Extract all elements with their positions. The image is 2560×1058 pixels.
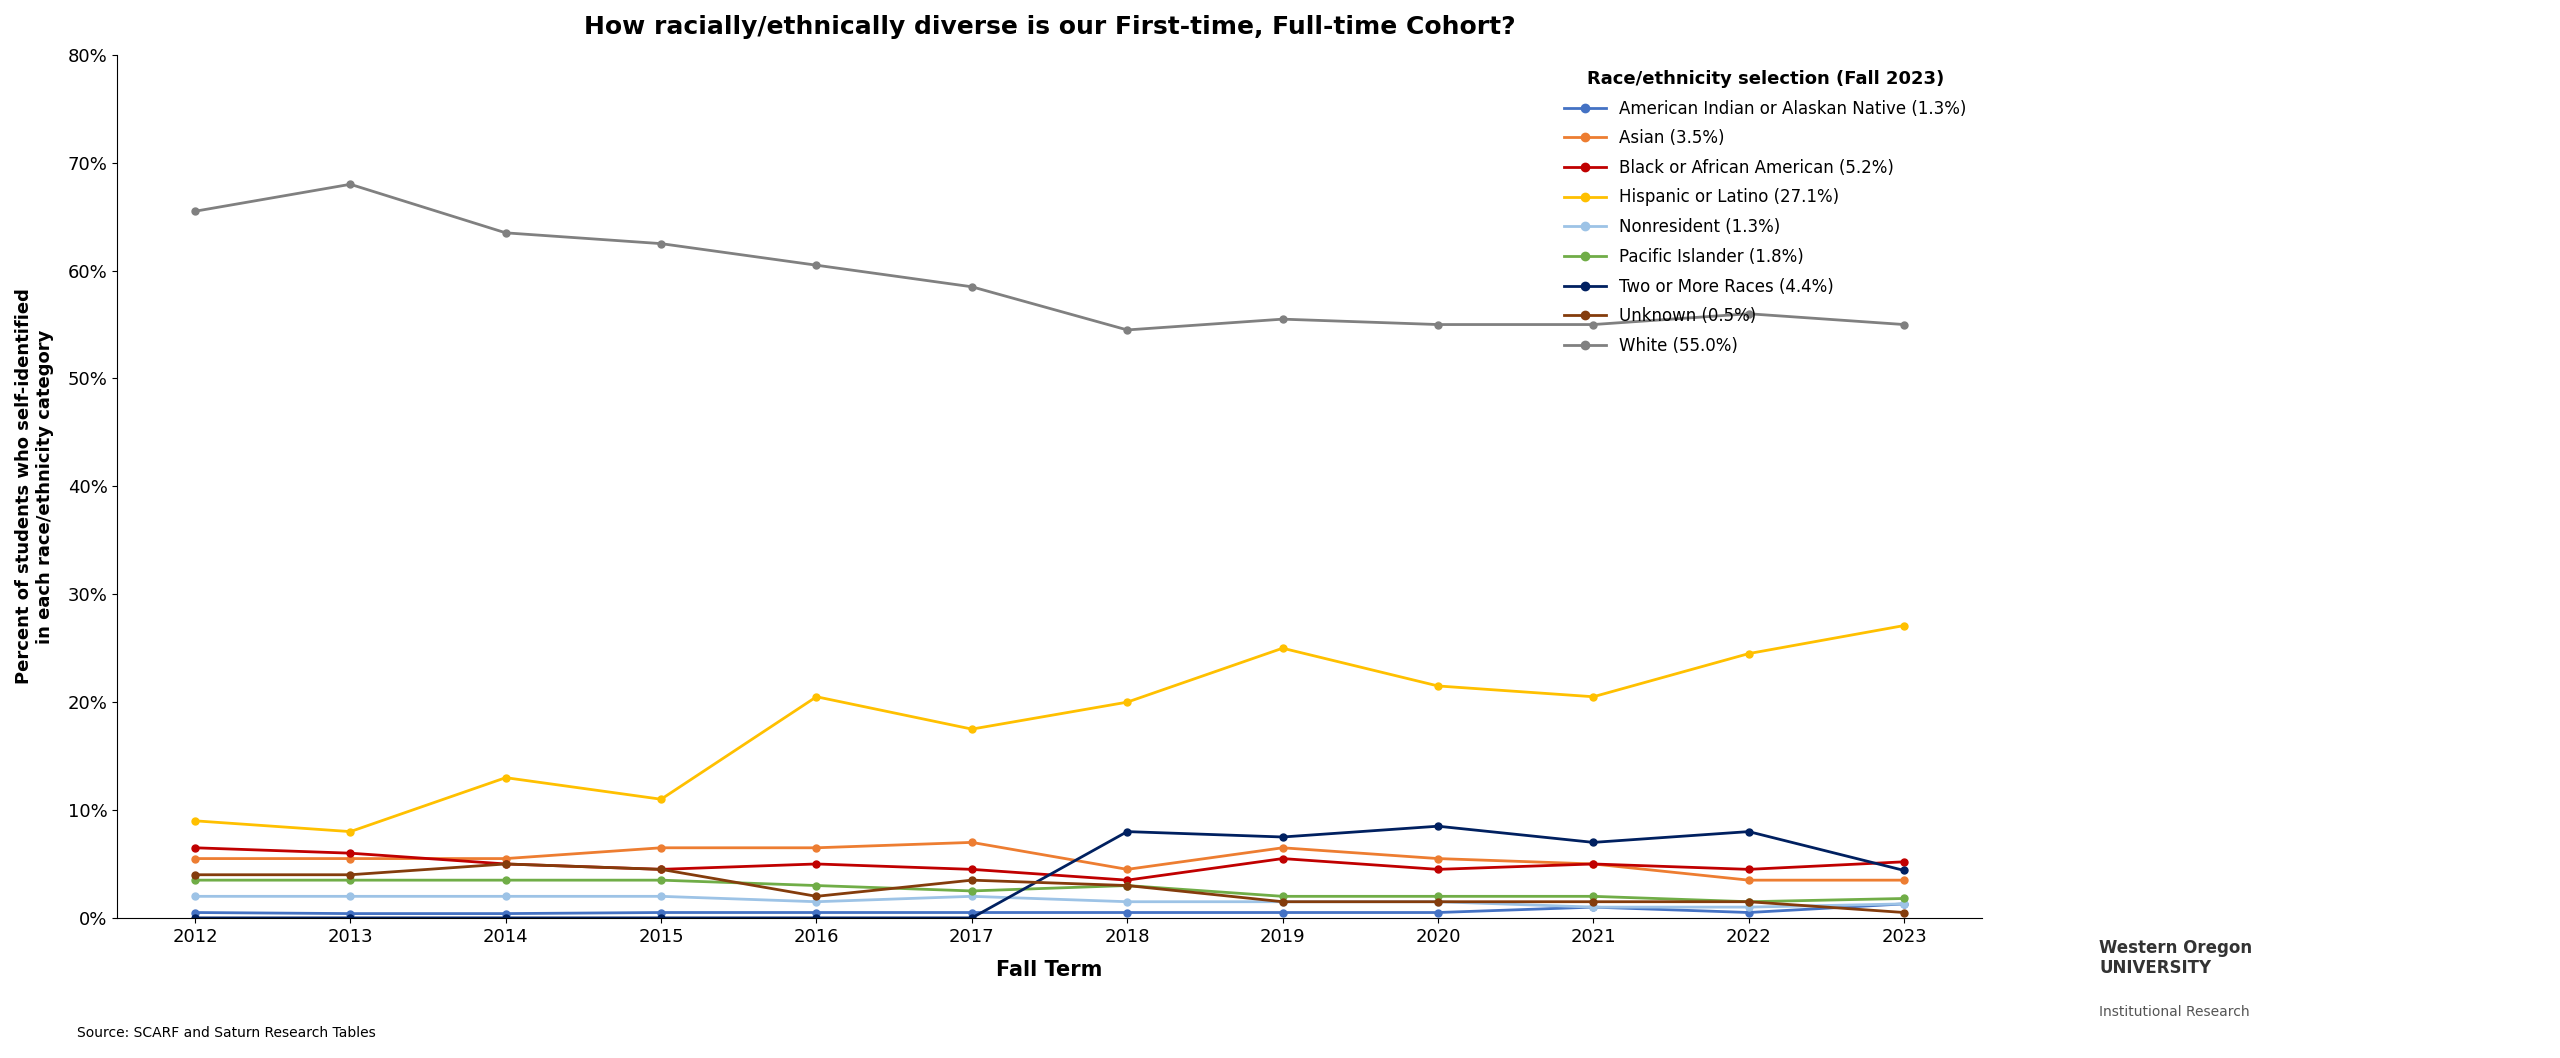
Text: Source: SCARF and Saturn Research Tables: Source: SCARF and Saturn Research Tables <box>77 1026 376 1040</box>
Text: Institutional Research: Institutional Research <box>2099 1005 2250 1019</box>
Text: Western Oregon
UNIVERSITY: Western Oregon UNIVERSITY <box>2099 938 2253 978</box>
X-axis label: Fall Term: Fall Term <box>996 960 1103 980</box>
Legend: American Indian or Alaskan Native (1.3%), Asian (3.5%), Black or African America: American Indian or Alaskan Native (1.3%)… <box>1556 63 1974 362</box>
Y-axis label: Percent of students who self-identified
in each race/ethnicity category: Percent of students who self-identified … <box>15 289 54 685</box>
Title: How racially/ethnically diverse is our First-time, Full-time Cohort?: How racially/ethnically diverse is our F… <box>584 15 1516 39</box>
